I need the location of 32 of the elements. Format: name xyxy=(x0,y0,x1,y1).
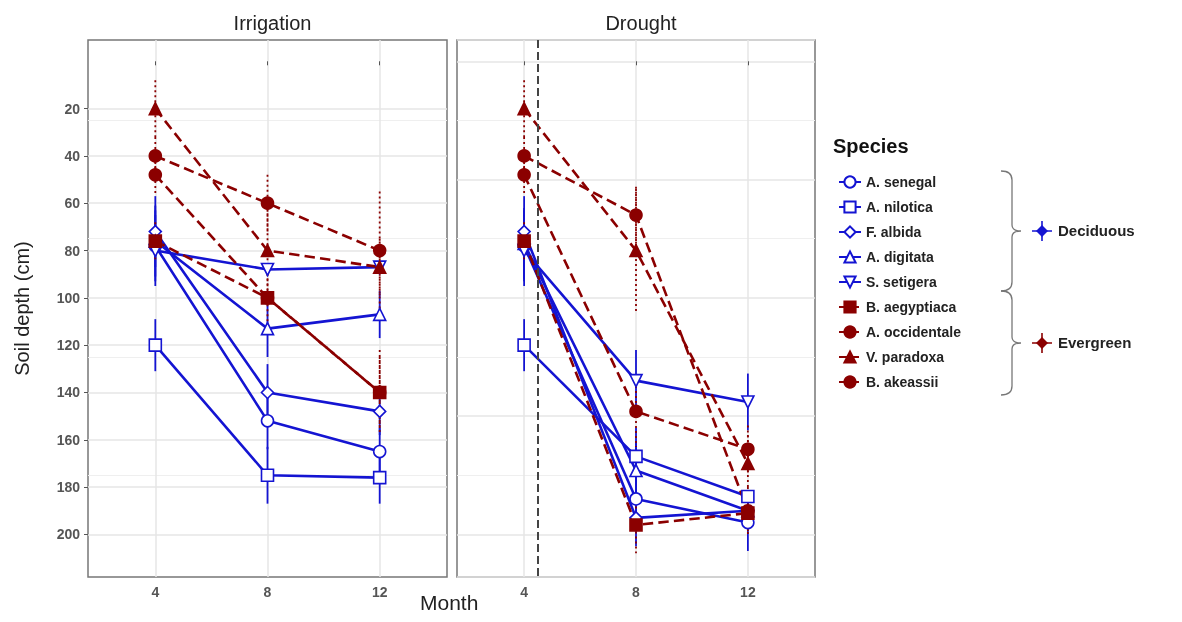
legend-label: A. senegal xyxy=(866,174,937,190)
text: Evergreen xyxy=(1058,334,1132,351)
x-tick-label: 12 xyxy=(740,584,756,600)
legend-label: A. nilotica xyxy=(866,199,934,215)
y-tick-label: 120 xyxy=(56,337,81,354)
x-tick-label: 8 xyxy=(632,584,641,600)
legend-label: F. albida xyxy=(866,224,922,240)
y-axis-title: Soil depth (cm) xyxy=(11,241,33,376)
x-tick-label: 4 xyxy=(520,584,529,600)
y-tick-label: 20 xyxy=(64,100,81,117)
legend-label: S. setigera xyxy=(866,274,938,290)
y-tick-label: 200 xyxy=(56,526,81,543)
legend-title: Species xyxy=(833,135,909,157)
legend-label: A. occidentale xyxy=(866,324,962,340)
chart-title: Irrigation xyxy=(233,12,312,34)
y-tick-label: 60 xyxy=(64,195,81,212)
y-tick-label: 80 xyxy=(64,242,81,259)
y-tick-label: 100 xyxy=(56,289,81,306)
y-tick-label: 40 xyxy=(64,147,81,164)
chart-title: Drought xyxy=(605,12,678,34)
legend-label: A. digitata xyxy=(866,249,934,265)
x-tick-label: 12 xyxy=(371,584,388,600)
x-tick-label: 8 xyxy=(263,584,272,600)
y-tick-label: 180 xyxy=(56,479,81,496)
x-axis-title: Month xyxy=(420,591,479,614)
legend-label: B. aegyptiaca xyxy=(866,299,957,315)
y-tick-label: 160 xyxy=(56,431,81,448)
legend-label: B. akeassii xyxy=(866,374,939,390)
x-tick-label: 4 xyxy=(151,584,160,600)
y-tick-label: 140 xyxy=(56,384,81,401)
text: Deciduous xyxy=(1058,222,1135,239)
legend-label: V. paradoxa xyxy=(866,349,945,365)
